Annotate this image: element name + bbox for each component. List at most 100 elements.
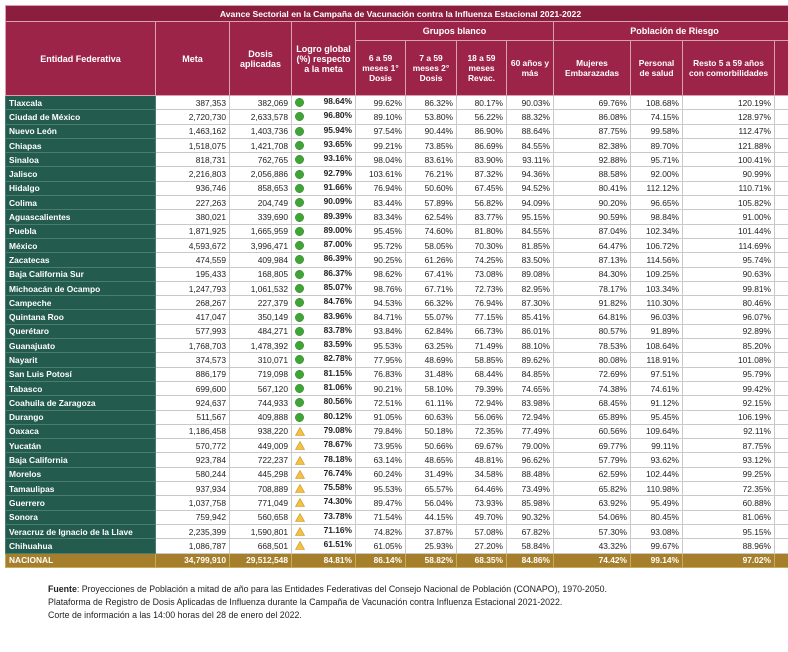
cell: 62.54% [405,209,457,225]
cell: 58.84% [506,538,554,554]
cell: 85.41% [506,309,554,325]
cell: 708,889 [229,481,292,497]
table-row: Coahuila de Zaragoza 924,637 744,933 80.56%… [5,395,788,411]
status-icon [295,355,304,366]
status-icon [294,512,306,524]
table-row: Campeche 268,267 227,379 84.76% 94.53% 66.32%… [5,295,788,311]
cell [774,338,788,354]
cell: 110.30% [630,295,683,311]
cell-text: 61.51% [323,539,352,550]
cell: 72.94% [456,395,507,411]
column-header: Logro global (%) respecto a la meta [291,21,356,96]
cell: 83.96% [291,309,356,325]
cell: 71.54% [355,509,406,525]
group-header: Grupos blanco [355,21,554,41]
cell: 560,658 [229,509,292,525]
table-title: Avance Sectorial en la Campaña de Vacuna… [5,5,788,22]
cell: 82.38% [553,137,631,154]
entity-cell: Sinaloa [5,152,156,168]
cell: 93.84% [355,323,406,340]
cell: 84.55% [506,137,554,154]
cell: 86.90% [456,123,507,139]
cell: 99.58% [630,123,683,139]
cell: 91.82% [553,295,631,311]
cell: 76.94% [456,295,507,311]
cell: 76.94% [355,180,406,197]
table-row: Ciudad de México 2,720,730 2,633,578 96.80%… [5,109,788,125]
cell: 2,216,803 [155,166,230,182]
cell: 580,244 [155,466,230,483]
cell: 69.76% [553,94,631,111]
cell: 65.89% [553,409,631,425]
cell-text: 89.00% [323,224,352,235]
cell: 95.53% [355,481,406,497]
cell [774,538,788,554]
cell: 49.70% [456,509,507,525]
cell-text: 85.07% [323,282,352,292]
cell: 1,871,925 [155,223,230,239]
cell: 84.55% [506,223,554,239]
entity-cell: Sonora [5,509,156,525]
table-row: Sonora 759,942 560,658 73.78% 71.54% 44.15% 49… [5,509,788,525]
cell: 409,984 [229,252,292,268]
cell: 81.80% [456,223,507,239]
status-icon [295,398,304,409]
cell: 96.80% [291,109,356,125]
status-icon [295,341,304,352]
cell: 81.06% [291,380,356,397]
cell: 567,120 [229,380,292,397]
cell: 83.61% [405,152,457,168]
entity-cell: Morelos [5,466,156,483]
cell: 95.45% [630,409,683,425]
cell: 60.88% [682,495,775,511]
cell: 83.50% [506,252,554,268]
cell: 114.56% [630,252,683,268]
cell [774,252,788,268]
cell [774,180,788,197]
cell: 81.85% [506,237,554,254]
cell: 97.54% [355,123,406,139]
cell: 374,573 [155,352,230,368]
cell: 84.85% [506,366,554,382]
cell: 57.89% [405,195,457,211]
column-header [774,40,788,96]
table-row: Tamaulipas 937,934 708,889 75.58% 95.53% 65.5… [5,481,788,497]
entity-cell: Chiapas [5,137,156,154]
entity-cell: Campeche [5,295,156,311]
cell: 1,037,758 [155,495,230,511]
cell: 101.44% [682,223,775,239]
cell: 89.70% [630,137,683,154]
status-icon [295,141,304,152]
cell: 92.11% [682,423,775,440]
cell: 53.80% [405,109,457,125]
cell: 80.12% [291,409,356,425]
cell [774,266,788,282]
cell: 97.51% [630,366,683,382]
cell: 87.13% [553,252,631,268]
table-row: Tlaxcala 387,353 382,069 98.64% 99.62% 86.32%… [5,94,788,111]
cell: 195,433 [155,266,230,282]
table-row: Durango 511,567 409,888 80.12% 91.05% 60.63% 5… [5,409,788,425]
cell: 58.85% [456,352,507,368]
cell: 95.15% [682,523,775,540]
cell: 95.94% [291,123,356,139]
cell: 84.30% [553,266,631,282]
footer: Fuente: Proyecciones de Población a mita… [48,583,607,622]
cell: 68.44% [456,366,507,382]
cell: 31.49% [405,466,457,483]
cell: 89.39% [291,209,356,225]
cell: 93.62% [630,452,683,468]
cell [774,395,788,411]
source-label: Fuente [48,584,77,594]
cell: 93.11% [506,152,554,168]
cell-text: 73.78% [323,510,352,521]
cell: 48.65% [405,452,457,468]
table-wrap: Avance Sectorial en la Campaña de Vacuna… [5,5,788,568]
entity-cell: Guanajuato [5,338,156,354]
cell: 84.81% [291,552,356,568]
cell: 50.18% [405,423,457,440]
cell: 81.06% [682,509,775,525]
cell: 85.98% [506,495,554,511]
column-header: Mujeres Embarazadas [553,40,631,96]
cell: 73.85% [405,137,457,154]
